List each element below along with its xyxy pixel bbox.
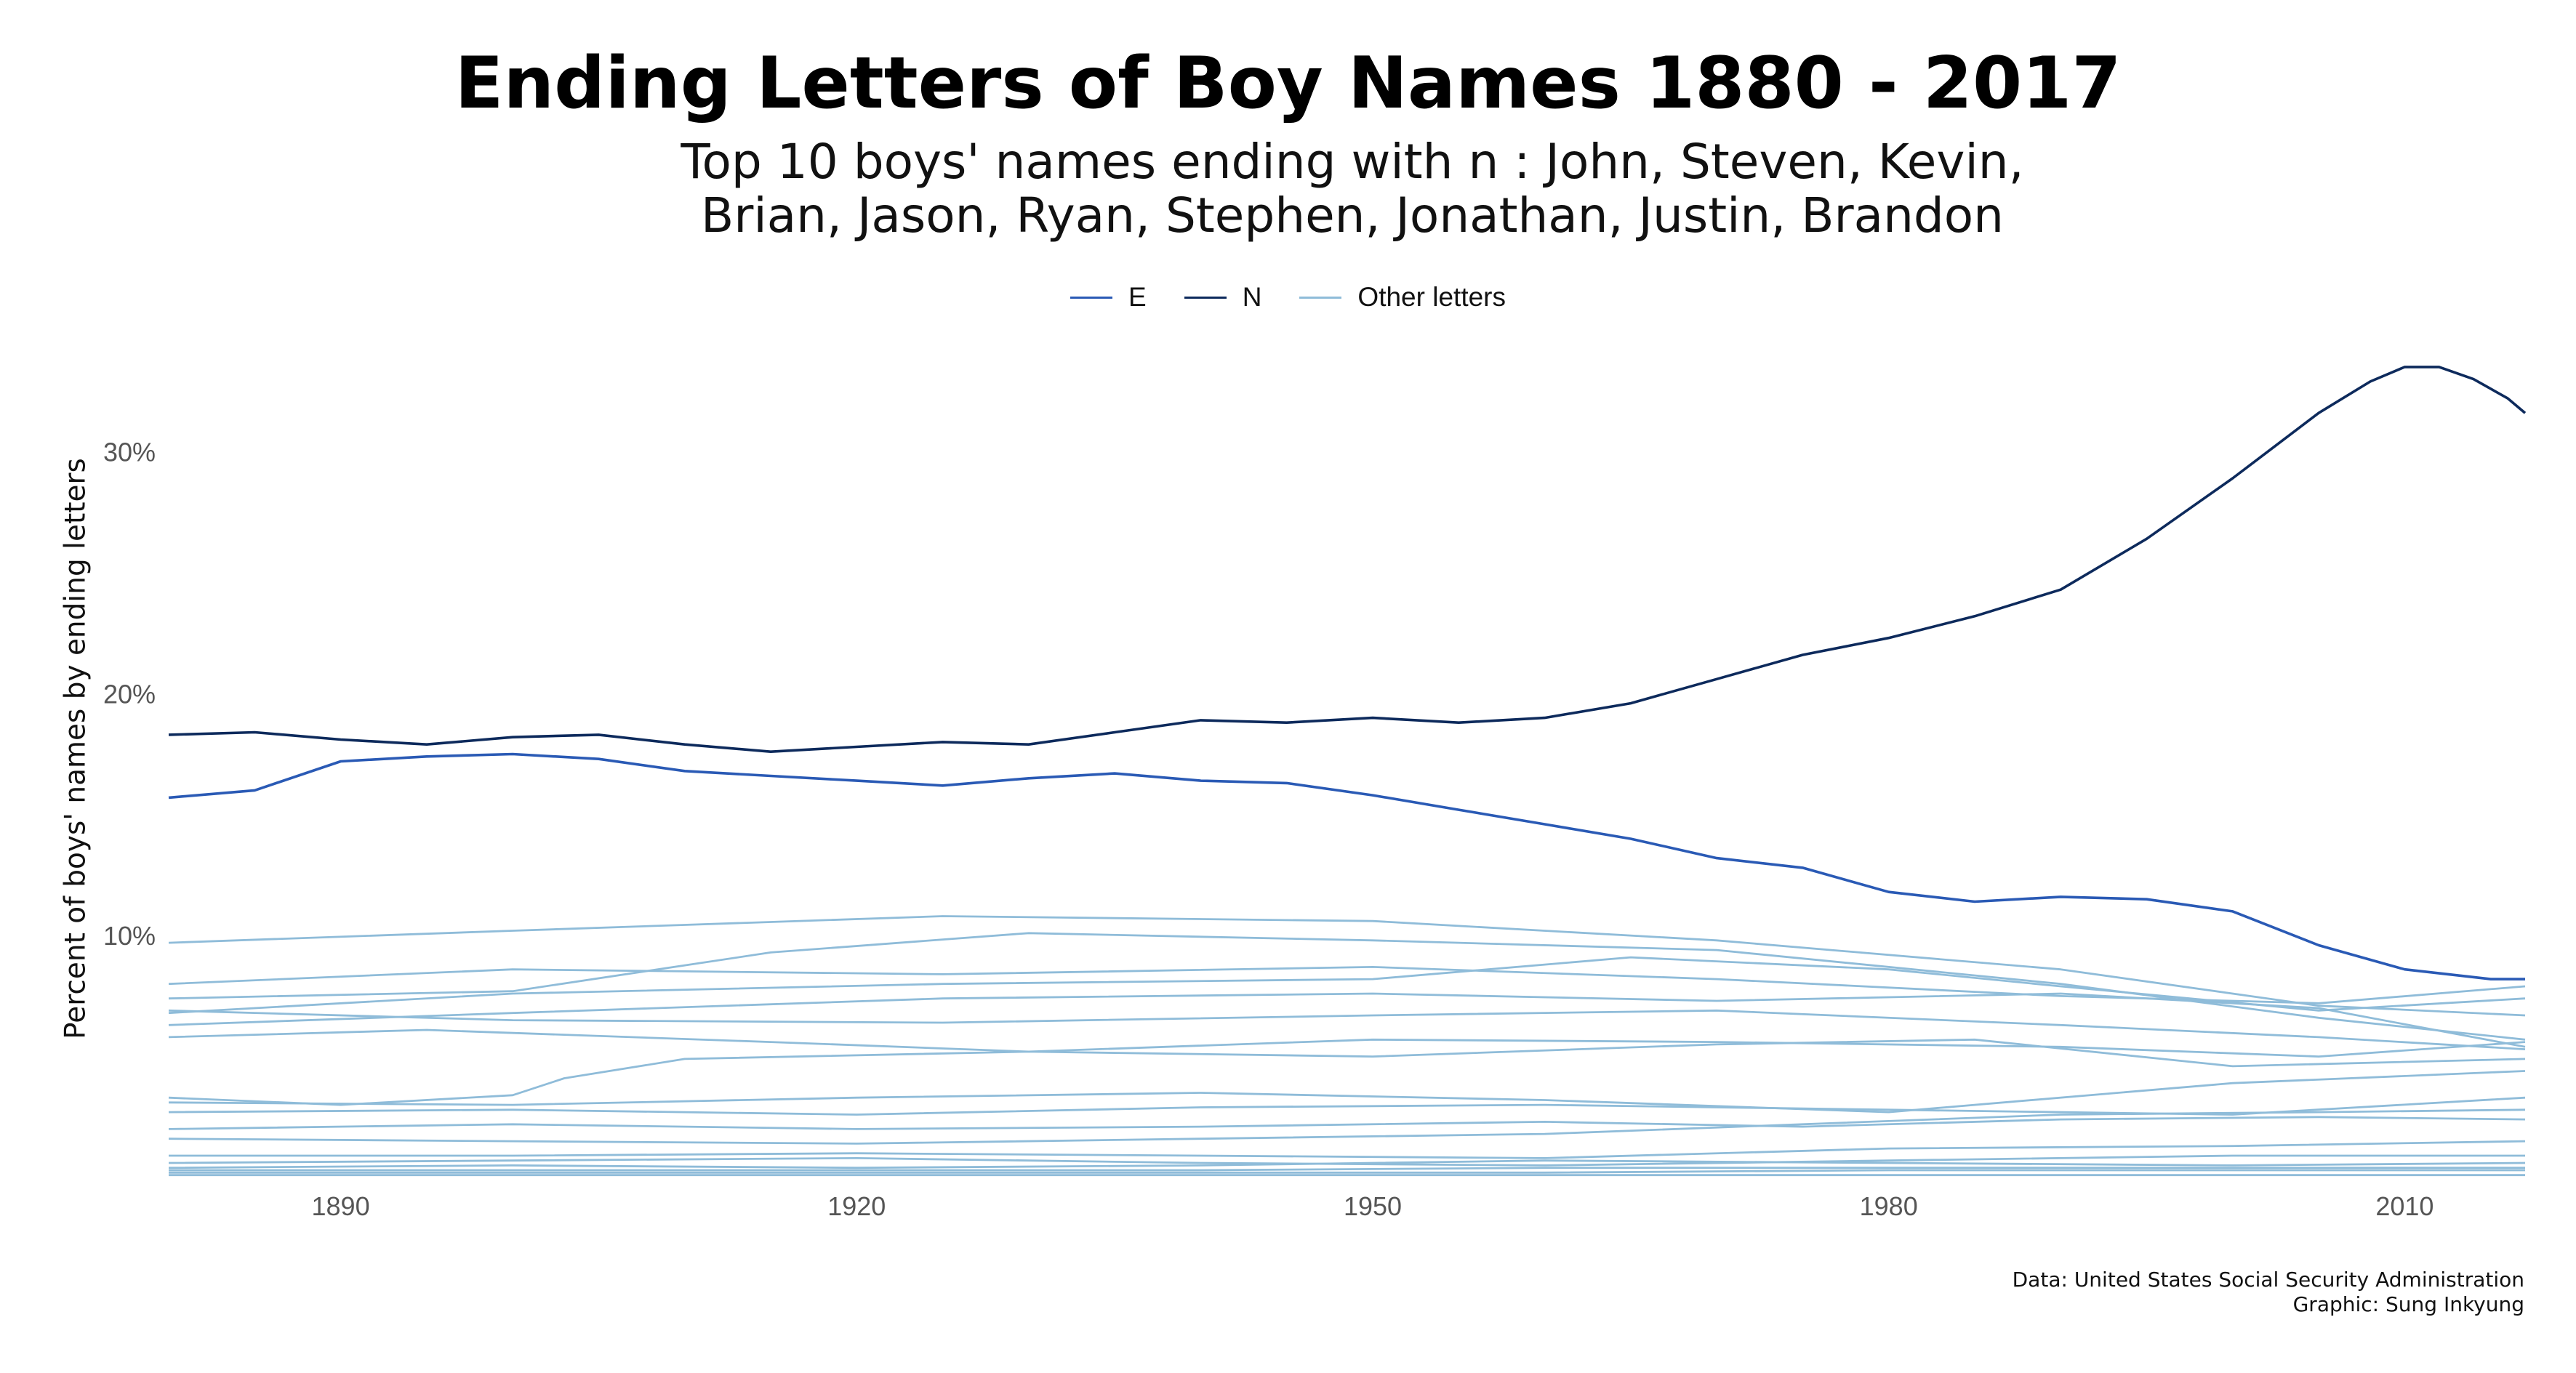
- caption-graphic-credit: Graphic: Sung Inkyung: [2292, 1292, 2524, 1316]
- series-line-other-8: [168, 1028, 2526, 1068]
- legend-key-other: [1299, 296, 1342, 299]
- x-tick-label: 1950: [1344, 1191, 1402, 1221]
- series-line-other-14: [169, 1140, 2526, 1159]
- legend-label-n: N: [1242, 282, 1262, 312]
- legend-item-other: Other letters: [1299, 282, 1506, 313]
- series-line-other-12: [168, 1116, 2526, 1130]
- chart-subtitle: Top 10 boys' names ending with n : John,…: [553, 135, 2152, 243]
- series-line-other-11: [168, 1096, 2526, 1116]
- other-letters-lines: [168, 915, 2526, 1177]
- subtitle-line-1: Top 10 boys' names ending with n : John,…: [681, 134, 2024, 190]
- legend-key-e: [1070, 296, 1112, 299]
- series-line-other-15: [168, 1154, 2525, 1167]
- series-line-other-10: [168, 1070, 2526, 1114]
- legend-item-n: N: [1184, 282, 1262, 313]
- series-line-other-16: [168, 1159, 2526, 1169]
- legend-item-e: E: [1070, 282, 1147, 313]
- series-line-n: [168, 366, 2527, 753]
- series-line-other-3: [168, 932, 2526, 1041]
- y-tick-label: 30%: [103, 437, 156, 467]
- legend: E N Other letters: [0, 282, 2576, 313]
- subtitle-line-2: Brian, Jason, Ryan, Stephen, Jonathan, J…: [700, 188, 2005, 243]
- series-line-other-18: [169, 1169, 2525, 1174]
- series-line-other-6: [168, 992, 2526, 1048]
- legend-key-n: [1184, 296, 1227, 299]
- highlighted-lines: [168, 366, 2527, 981]
- series-line-other-4: [168, 966, 2526, 1004]
- legend-label-other: Other letters: [1357, 282, 1506, 312]
- series-line-other-7: [168, 1009, 2526, 1050]
- x-tick-label: 2010: [2375, 1191, 2433, 1221]
- series-line-other-2: [168, 915, 2526, 1017]
- series-line-other-9: [168, 1038, 2526, 1106]
- series-line-e: [168, 752, 2525, 981]
- x-tick-label: 1980: [1860, 1191, 1918, 1221]
- legend-label-e: E: [1128, 282, 1147, 312]
- y-tick-label: 20%: [103, 679, 156, 709]
- x-tick-label: 1890: [312, 1191, 370, 1221]
- x-tick-label: 1920: [827, 1191, 886, 1221]
- caption: Data: United States Social Security Admi…: [2013, 1268, 2524, 1317]
- y-tick-label: 10%: [103, 921, 156, 951]
- caption-data-source: Data: United States Social Security Admi…: [2012, 1268, 2524, 1292]
- series-line-other-17: [169, 1167, 2525, 1172]
- y-axis-ticks: 10% 20% 30%: [103, 437, 156, 951]
- x-axis-ticks: 1890 1920 1950 1980 2010: [312, 1191, 2434, 1221]
- series-line-other-13: [168, 1108, 2526, 1145]
- chart-title: Ending Letters of Boy Names 1880 - 2017: [454, 42, 2122, 125]
